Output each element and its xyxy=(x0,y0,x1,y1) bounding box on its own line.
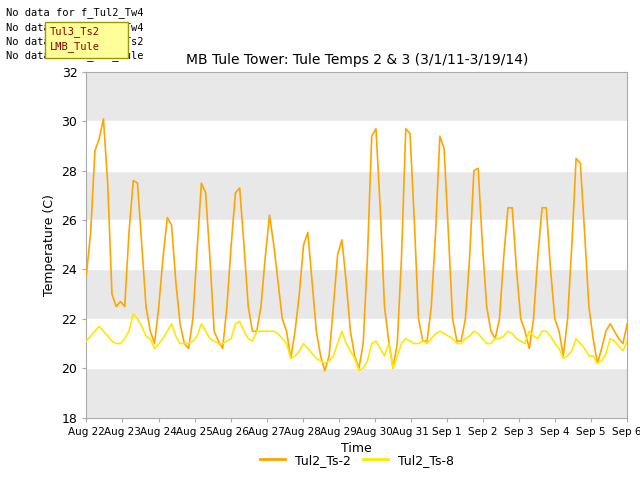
Text: Tul3_Ts2: Tul3_Ts2 xyxy=(50,26,100,37)
Text: No data for f_LMB_Tule: No data for f_LMB_Tule xyxy=(6,50,144,61)
Bar xyxy=(86,72,627,121)
Title: MB Tule Tower: Tule Temps 2 & 3 (3/1/11-3/19/14): MB Tule Tower: Tule Temps 2 & 3 (3/1/11-… xyxy=(186,53,528,67)
Text: No data for f_Tul3_Tw4: No data for f_Tul3_Tw4 xyxy=(6,22,144,33)
Bar xyxy=(86,171,627,220)
Text: No data for f_Tul3_Ts2: No data for f_Tul3_Ts2 xyxy=(6,36,144,47)
Text: LMB_Tule: LMB_Tule xyxy=(50,41,100,52)
Bar xyxy=(86,368,627,418)
Text: No data for f_Tul2_Tw4: No data for f_Tul2_Tw4 xyxy=(6,7,144,18)
Y-axis label: Temperature (C): Temperature (C) xyxy=(43,194,56,296)
Bar xyxy=(86,269,627,319)
Legend: Tul2_Ts-2, Tul2_Ts-8: Tul2_Ts-2, Tul2_Ts-8 xyxy=(255,449,459,472)
X-axis label: Time: Time xyxy=(341,442,372,455)
